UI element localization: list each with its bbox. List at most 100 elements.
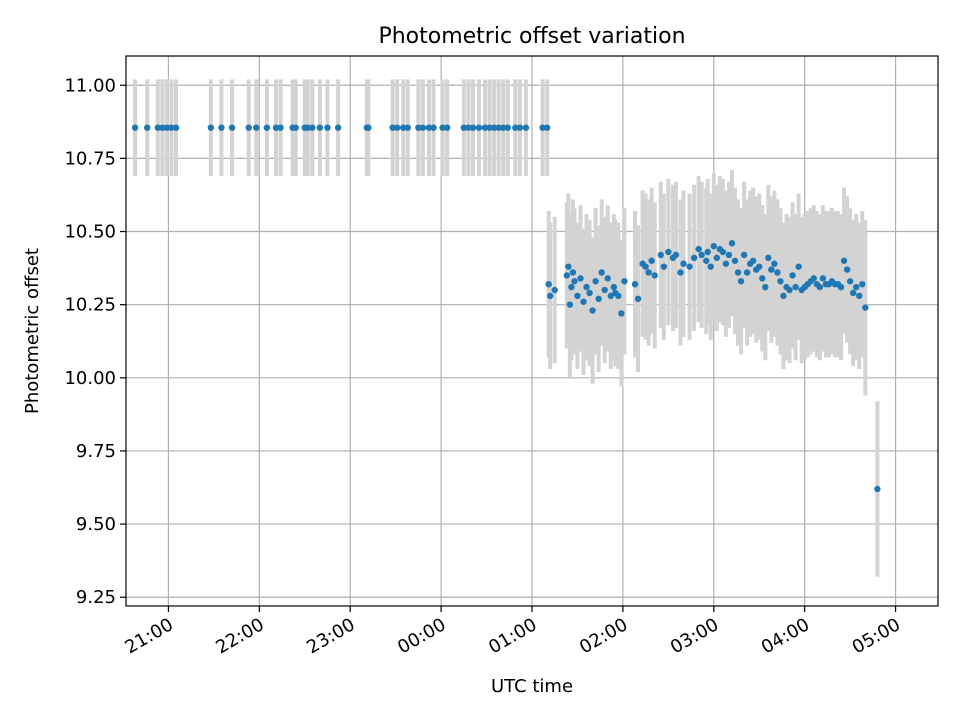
data-point [728,240,736,247]
data-point [843,266,851,273]
y-tick-label: 10.50 [64,222,116,243]
data-point [563,272,571,279]
data-point [780,292,787,300]
data-point [595,295,602,303]
data-point [762,283,769,291]
data-point [172,124,180,131]
data-point [580,298,587,305]
data-point [543,124,551,131]
data-point [690,254,698,262]
data-point [592,278,599,285]
y-tick-label: 9.50 [76,514,116,535]
data-point [695,245,702,253]
data-point [615,292,622,300]
data-point [245,124,252,131]
data-point [425,124,433,131]
data-point [816,283,824,291]
data-point [500,124,507,131]
data-point [731,257,739,264]
data-point [253,124,260,131]
data-point [719,248,727,256]
data-point [583,283,590,291]
data-point [154,124,162,131]
data-point [309,124,316,131]
data-point [777,278,784,285]
data-point [743,269,751,276]
data-point [621,278,628,285]
data-point [486,124,493,131]
data-point [400,124,407,131]
data-point [665,248,672,256]
data-point [316,124,324,131]
data-point [686,263,693,270]
y-tick-label: 9.75 [76,441,116,462]
data-point [419,124,427,131]
data-point [725,251,733,259]
chart-title: Photometric offset variation [378,24,685,49]
data-point [566,301,574,308]
data-point [859,280,866,288]
data-point [263,124,271,131]
data-point [168,124,175,131]
data-point [618,310,625,317]
data-point [228,124,236,131]
data-point [734,269,742,276]
data-point [393,124,401,131]
data-point [272,124,280,131]
data-point [810,275,817,282]
data-point [768,266,775,273]
data-point [365,124,372,131]
data-point [651,272,658,279]
data-point [574,292,581,300]
data-point [713,254,721,262]
data-point [710,242,717,250]
data-point [707,263,714,270]
data-point [704,248,711,256]
data-point [604,275,611,282]
data-point [465,124,472,131]
data-point [849,289,857,297]
data-point [771,260,778,267]
data-point [546,292,554,300]
y-tick-label: 11.00 [64,75,116,96]
data-point [131,124,139,131]
data-point [490,124,498,131]
data-point [660,263,667,270]
data-point [765,254,772,262]
data-point [634,295,642,303]
data-point [218,124,225,131]
data-point [304,124,311,131]
data-point [277,124,284,131]
data-point [789,272,796,279]
data-point [443,124,451,131]
data-point [607,292,614,300]
data-point [577,275,584,282]
data-point [749,257,757,264]
data-point [840,257,848,264]
y-axis-ticks: 9.25 9.50 9.75 10.00 10.25 10.50 10.75 11.00 [64,75,126,608]
data-point [874,485,881,493]
data-point [571,278,578,285]
data-point [389,124,396,131]
data-point [512,124,519,131]
data-point [698,251,705,259]
data-point [495,124,502,131]
data-point [819,275,827,282]
data-point [569,269,577,276]
data-point [837,283,845,291]
data-point [846,278,854,285]
data-point [469,124,477,131]
y-axis-label: Photometric offset [22,248,43,414]
data-point [586,289,593,297]
data-point [439,124,446,131]
data-point [645,269,652,276]
data-point [786,286,793,294]
data-point [795,263,802,270]
data-point [475,124,483,131]
data-point [774,269,781,276]
x-axis-label: UTC time [491,676,573,697]
data-point [545,280,552,288]
data-point [516,124,524,131]
data-point [677,269,684,276]
